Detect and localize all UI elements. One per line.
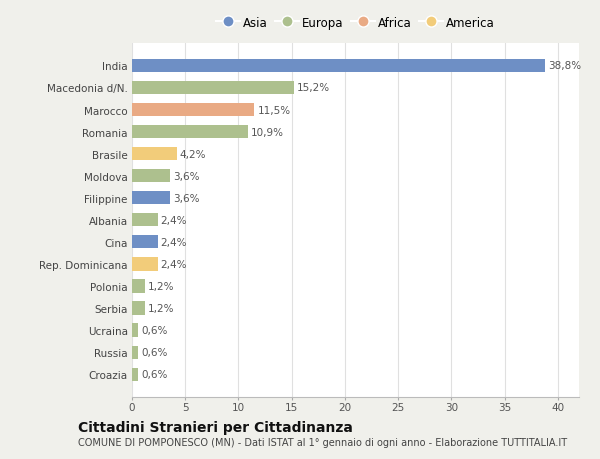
Bar [132,192,170,205]
Text: Cittadini Stranieri per Cittadinanza: Cittadini Stranieri per Cittadinanza [78,420,353,434]
Bar [132,236,158,249]
Bar [132,104,254,117]
Bar [132,214,158,227]
Bar [132,82,294,95]
Text: 11,5%: 11,5% [257,105,291,115]
Bar [132,170,170,183]
Bar [132,148,176,161]
Text: COMUNE DI POMPONESCO (MN) - Dati ISTAT al 1° gennaio di ogni anno - Elaborazione: COMUNE DI POMPONESCO (MN) - Dati ISTAT a… [78,437,567,447]
Bar [132,280,145,293]
Bar [132,126,248,139]
Text: 0,6%: 0,6% [142,369,168,379]
Text: 2,4%: 2,4% [161,215,187,225]
Text: 4,2%: 4,2% [180,149,206,159]
Text: 0,6%: 0,6% [142,347,168,358]
Text: 2,4%: 2,4% [161,237,187,247]
Text: 2,4%: 2,4% [161,259,187,269]
Legend: Asia, Europa, Africa, America: Asia, Europa, Africa, America [214,14,497,32]
Bar [132,258,158,271]
Text: 3,6%: 3,6% [173,193,200,203]
Bar [132,346,139,359]
Text: 10,9%: 10,9% [251,127,284,137]
Text: 38,8%: 38,8% [548,62,581,71]
Text: 15,2%: 15,2% [297,83,330,93]
Text: 1,2%: 1,2% [148,303,175,313]
Bar [132,60,545,73]
Text: 0,6%: 0,6% [142,325,168,336]
Text: 3,6%: 3,6% [173,171,200,181]
Text: 1,2%: 1,2% [148,281,175,291]
Bar [132,324,139,337]
Bar [132,368,139,381]
Bar [132,302,145,315]
